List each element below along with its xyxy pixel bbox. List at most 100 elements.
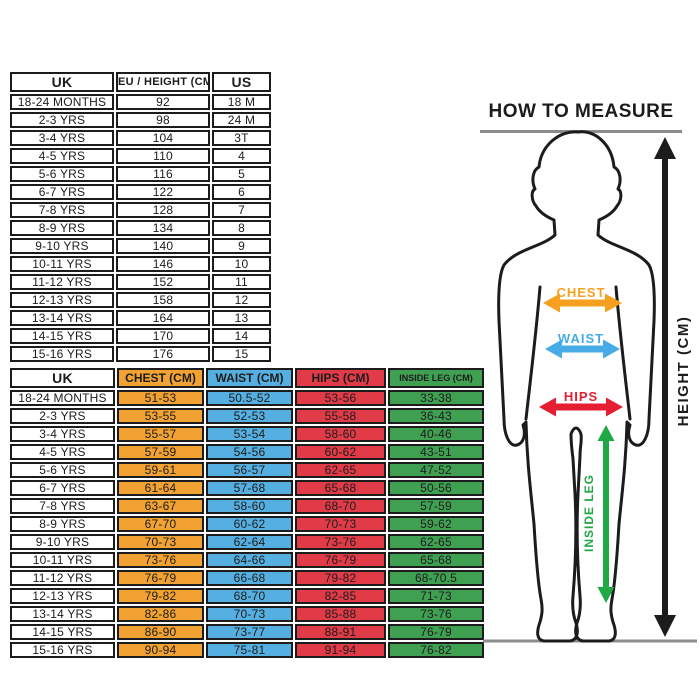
left-inner-arm-line [524,285,542,421]
table-cell: 9-10 YRS [10,534,115,550]
table-cell: 73-77 [206,624,293,640]
table-row: 14-15 YRS 170 14 [10,328,271,344]
column-header-hips: HIPS (CM) [295,368,386,388]
table-row: 7-8 YRS 63-67 58-60 68-70 57-59 [10,498,484,514]
table-cell: 110 [116,148,210,164]
table-cell: 5-6 YRS [10,166,114,182]
column-header-inside-leg: INSIDE LEG (CM) [388,368,484,388]
table-cell: 57-68 [206,480,293,496]
hips-label: HIPS [564,389,598,404]
table-cell: 128 [116,202,210,218]
table-cell: 55-58 [295,408,386,424]
column-header-uk: UK [10,368,115,388]
table-cell: 54-56 [206,444,293,460]
table-cell: 59-62 [388,516,484,532]
table-cell: 68-70 [206,588,293,604]
table-cell: 58-60 [295,426,386,442]
table-cell: 15 [212,346,271,362]
table-cell: 104 [116,130,210,146]
table-cell: 70-73 [117,534,204,550]
table-cell: 11-12 YRS [10,274,114,290]
table-cell: 15-16 YRS [10,642,115,658]
table-cell: 11 [212,274,271,290]
table-cell: 73-76 [388,606,484,622]
table-cell: 79-82 [117,588,204,604]
table-cell: 8-9 YRS [10,516,115,532]
table-cell: 7-8 YRS [10,202,114,218]
table-cell: 76-82 [388,642,484,658]
table-cell: 47-52 [388,462,484,478]
table-row: 10-11 YRS 73-76 64-66 76-79 65-68 [10,552,484,568]
table-cell: 73-76 [117,552,204,568]
table-cell: 57-59 [117,444,204,460]
table-cell: 176 [116,346,210,362]
table-row: 9-10 YRS 140 9 [10,238,271,254]
height-label: HEIGHT (CM) [675,316,692,427]
table-cell: 12 [212,292,271,308]
table-cell: 67-70 [117,516,204,532]
table-cell: 13-14 YRS [10,310,114,326]
table-cell: 57-59 [388,498,484,514]
table-row: 12-13 YRS 79-82 68-70 82-85 71-73 [10,588,484,604]
column-header-eu-height: EU / HEIGHT (CM) [116,72,210,92]
table-header-row: UK CHEST (CM) WAIST (CM) HIPS (CM) INSID… [10,368,484,388]
table-row: 7-8 YRS 128 7 [10,202,271,218]
table-row: 3-4 YRS 55-57 53-54 58-60 40-46 [10,426,484,442]
table-cell: 55-57 [117,426,204,442]
table-cell: 4-5 YRS [10,148,114,164]
table-cell: 3T [212,130,271,146]
table-cell: 71-73 [388,588,484,604]
table-row: 2-3 YRS 98 24 M [10,112,271,128]
body-measurements-table: UK CHEST (CM) WAIST (CM) HIPS (CM) INSID… [8,366,486,660]
table-cell: 70-73 [295,516,386,532]
table-cell: 82-86 [117,606,204,622]
table-cell: 8-9 YRS [10,220,114,236]
table-cell: 90-94 [117,642,204,658]
table-cell: 76-79 [117,570,204,586]
table-cell: 53-54 [206,426,293,442]
table-cell: 9 [212,238,271,254]
column-header-waist: WAIST (CM) [206,368,293,388]
table-cell: 53-55 [117,408,204,424]
table-cell: 11-12 YRS [10,570,115,586]
table-cell: 76-79 [388,624,484,640]
table-cell: 50.5-52 [206,390,293,406]
table-cell: 152 [116,274,210,290]
table-cell: 146 [116,256,210,272]
table-row: 9-10 YRS 70-73 62-64 73-76 62-65 [10,534,484,550]
table-row: 13-14 YRS 82-86 70-73 85-88 73-76 [10,606,484,622]
table-cell: 88-91 [295,624,386,640]
table-cell: 10 [212,256,271,272]
table-cell: 61-64 [117,480,204,496]
table-cell: 70-73 [206,606,293,622]
table-cell: 8 [212,220,271,236]
height-arrow [654,137,676,637]
table-cell: 10-11 YRS [10,256,114,272]
table-row: 15-16 YRS 90-94 75-81 91-94 76-82 [10,642,484,658]
table-cell: 14-15 YRS [10,624,115,640]
table-cell: 33-38 [388,390,484,406]
table-cell: 98 [116,112,210,128]
table-cell: 7 [212,202,271,218]
table-cell: 4 [212,148,271,164]
table-cell: 15-16 YRS [10,346,114,362]
table-row: 3-4 YRS 104 3T [10,130,271,146]
table-row: 15-16 YRS 176 15 [10,346,271,362]
table-cell: 24 M [212,112,271,128]
table-cell: 76-79 [295,552,386,568]
table-header-row: UK EU / HEIGHT (CM) US [10,72,271,92]
table-cell: 66-68 [206,570,293,586]
table-row: 11-12 YRS 76-79 66-68 79-82 68-70.5 [10,570,484,586]
table-cell: 53-56 [295,390,386,406]
inside-leg-arrow [597,425,615,603]
table-row: 4-5 YRS 57-59 54-56 60-62 43-51 [10,444,484,460]
table-cell: 7-8 YRS [10,498,115,514]
table-row: 6-7 YRS 61-64 57-68 65-68 50-56 [10,480,484,496]
table-cell: 65-68 [295,480,386,496]
table-row: 11-12 YRS 152 11 [10,274,271,290]
table-cell: 65-68 [388,552,484,568]
table-cell: 3-4 YRS [10,130,114,146]
table-cell: 14-15 YRS [10,328,114,344]
table-cell: 18-24 MONTHS [10,94,114,110]
